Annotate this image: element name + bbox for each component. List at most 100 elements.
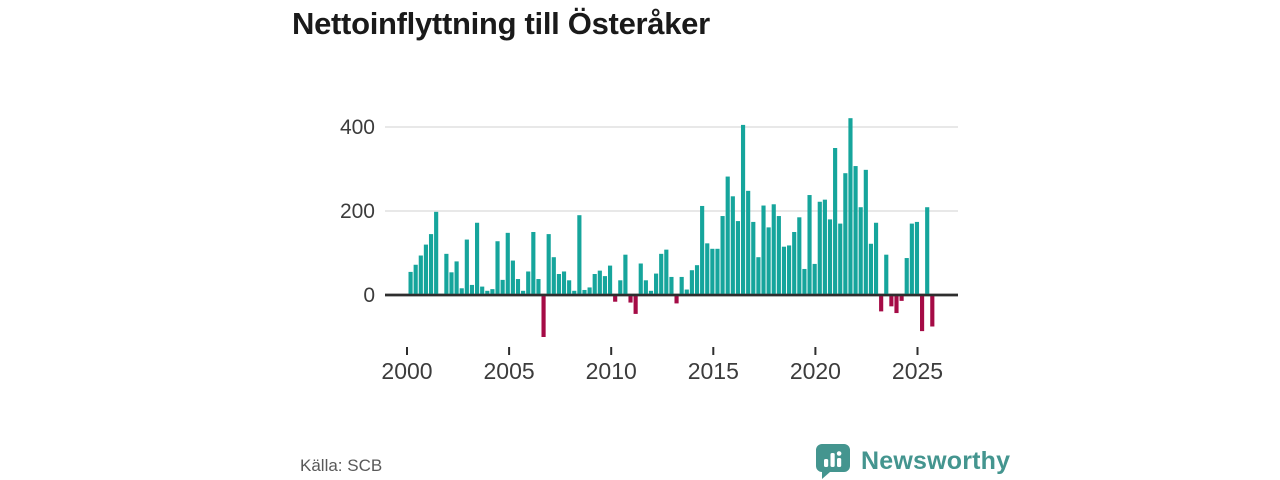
- bar: [863, 169, 868, 295]
- bar: [505, 232, 510, 295]
- bar: [628, 295, 633, 303]
- bar: [618, 280, 623, 295]
- bar: [597, 270, 602, 295]
- bar: [418, 255, 423, 295]
- bar: [515, 279, 521, 295]
- bar: [710, 248, 715, 295]
- bar: [679, 276, 684, 295]
- bar: [444, 253, 449, 295]
- bar: [894, 295, 899, 314]
- bar: [469, 284, 475, 295]
- bar: [654, 273, 659, 295]
- bar: [853, 166, 858, 295]
- bar: [582, 289, 587, 295]
- bar: [613, 295, 618, 302]
- bar: [664, 249, 669, 295]
- bar: [526, 271, 531, 295]
- bar: [858, 207, 863, 295]
- bar: [914, 221, 920, 295]
- bar: [521, 290, 526, 295]
- bar: [490, 289, 495, 295]
- y-axis-label: 400: [340, 116, 375, 139]
- bar: [428, 234, 434, 295]
- bar: [694, 265, 700, 295]
- bar: [689, 270, 694, 295]
- bar: [561, 271, 567, 295]
- bar: [480, 286, 485, 295]
- bar: [746, 190, 751, 295]
- x-axis-label: 2015: [688, 358, 739, 384]
- bar: [920, 295, 925, 332]
- bar: [807, 195, 812, 295]
- bar: [925, 207, 930, 295]
- bar: [884, 254, 889, 295]
- bar: [751, 221, 756, 295]
- bar: [766, 227, 771, 295]
- bar: [725, 176, 730, 295]
- bar: [659, 253, 664, 295]
- bar: [776, 216, 781, 295]
- bar: [602, 276, 608, 295]
- bar: [848, 118, 853, 296]
- x-axis-label: 2005: [484, 358, 535, 384]
- bar: [572, 290, 577, 295]
- bar: [546, 234, 551, 295]
- bar: [449, 272, 454, 295]
- bar: [817, 201, 822, 295]
- bar: [434, 211, 439, 295]
- bar: [408, 271, 413, 295]
- bar: [592, 274, 597, 295]
- bar: [536, 279, 541, 295]
- bar: [648, 290, 654, 295]
- bar: [735, 221, 741, 295]
- bar: [510, 260, 515, 295]
- newsworthy-wordmark: Newsworthy: [861, 446, 1011, 475]
- bar: [674, 295, 679, 304]
- bar: [868, 243, 873, 295]
- bar: [423, 244, 428, 295]
- bar: [756, 257, 761, 295]
- bar: [633, 295, 638, 314]
- bar: [930, 295, 935, 327]
- bar: [730, 196, 735, 295]
- x-axis-label: 2010: [586, 358, 637, 384]
- bar: [715, 248, 720, 295]
- y-axis-labels: 0 200 400: [340, 116, 375, 307]
- bar: [802, 268, 807, 295]
- bar: [827, 219, 833, 295]
- bar: [761, 205, 766, 295]
- bar: [873, 222, 879, 295]
- bar: [464, 239, 469, 295]
- bar: [904, 258, 909, 295]
- x-axis-label: 2025: [892, 358, 943, 384]
- bar: [792, 232, 797, 295]
- bar: [669, 276, 674, 295]
- bar: [787, 245, 792, 295]
- bar-chart: 0 200 400 2000 2005 2010 2015 2020 2025: [340, 116, 958, 384]
- bar: [623, 254, 628, 295]
- bar: [822, 199, 827, 295]
- bar: [607, 265, 613, 295]
- bar: [797, 217, 802, 295]
- bar: [720, 216, 725, 295]
- bar: [485, 290, 490, 295]
- bar: [638, 263, 643, 295]
- bar: [475, 222, 480, 295]
- bar-chart-bubble-icon: [816, 444, 850, 479]
- bar: [500, 279, 505, 295]
- bar: [413, 264, 418, 295]
- bar: [843, 173, 848, 295]
- x-axis-label: 2020: [790, 358, 841, 384]
- bar: [909, 223, 914, 295]
- y-axis-label: 0: [363, 284, 375, 307]
- bar: [556, 274, 561, 295]
- bar: [705, 243, 710, 295]
- x-axis-label: 2000: [381, 358, 432, 384]
- bar: [899, 295, 904, 301]
- bar: [771, 204, 776, 295]
- bar: [643, 280, 648, 295]
- chart-title: Nettoinflyttning till Österåker: [292, 6, 710, 41]
- x-axis-labels: 2000 2005 2010 2015 2020 2025: [381, 358, 943, 384]
- source-note: Källa: SCB: [300, 456, 383, 475]
